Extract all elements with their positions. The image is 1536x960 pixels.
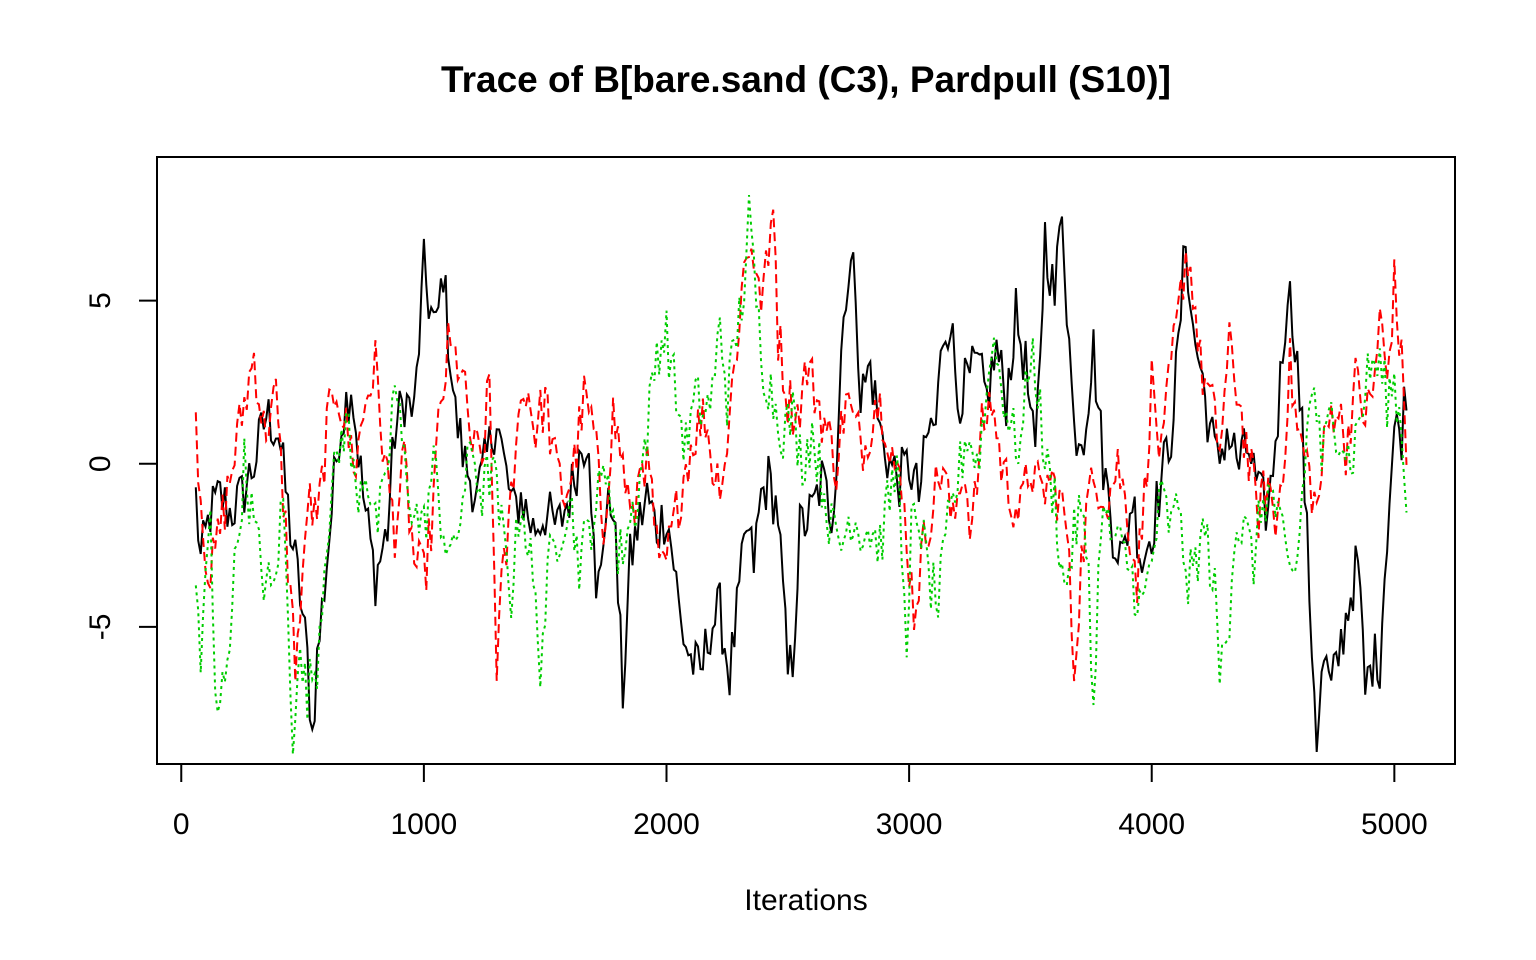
x-axis: 0 1000 2000 3000 4000 5000 [173, 763, 1428, 841]
x-tick-label: 0 [173, 808, 190, 841]
y-tick-label: 5 [84, 292, 117, 309]
x-tick-label: 5000 [1361, 808, 1428, 841]
x-axis-label: Iterations [744, 884, 867, 917]
y-axis: -5 0 5 [84, 292, 157, 640]
chart-title: Trace of B[bare.sand (C3), Pardpull (S10… [441, 59, 1171, 100]
y-tick-label: -5 [84, 614, 117, 641]
y-tick-label: 0 [84, 455, 117, 472]
x-tick-label: 4000 [1118, 808, 1185, 841]
series-layer [194, 195, 1408, 755]
plot-frame [156, 156, 1456, 765]
trace-line-2 [194, 209, 1408, 682]
x-tick-label: 1000 [391, 808, 458, 841]
trace-line-3 [194, 195, 1408, 755]
x-tick-label: 2000 [633, 808, 700, 841]
trace-line-1 [194, 216, 1408, 752]
x-tick-label: 3000 [876, 808, 943, 841]
